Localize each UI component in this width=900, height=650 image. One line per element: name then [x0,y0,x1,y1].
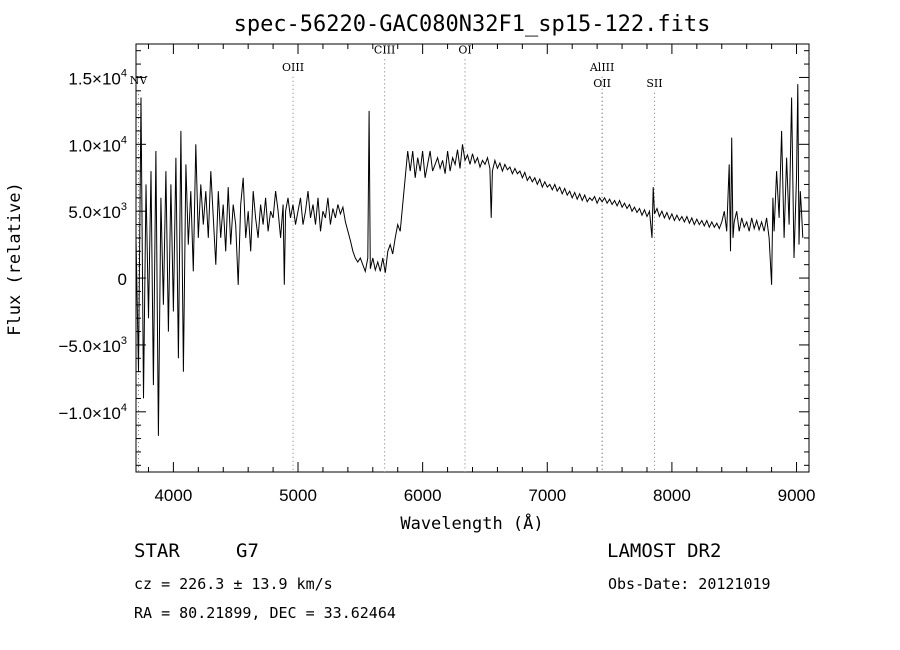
x-tick-label: 6000 [404,486,442,505]
spectral-lines: NV OIII CIII OI AlIII OII SII [130,43,663,472]
x-axis-ticks: 4000 5000 6000 7000 8000 9000 [147,44,816,505]
spectral-line-label: CIII [374,43,395,56]
observation-date: Obs-Date: 20121019 [608,575,771,593]
y-tick-label: 0 [118,270,127,289]
y-tick-label: −5.0×103 [58,335,127,356]
spectral-line-label: OII [593,77,611,90]
y-axis-label: Flux (relative) [5,182,25,336]
x-tick-label: 5000 [279,486,317,505]
y-tick-label: −1.0×104 [58,402,127,423]
x-axis-label: Wavelength (Å) [400,512,543,534]
spectrum-series [135,84,804,436]
object-subclass: G7 [236,540,259,562]
y-axis-ticks: −1.0×104 −5.0×103 0 5.0×103 1.0×104 1.5×104 [58,50,809,466]
spectral-line-label: AlIII [589,61,615,74]
spectral-line-label: OI [458,43,471,56]
survey-name: LAMOST DR2 [607,540,722,562]
y-tick-label: 1.0×104 [68,134,127,155]
x-tick-label: 4000 [154,486,192,505]
y-tick-label: 5.0×103 [68,201,127,222]
redshift-cz: cz = 226.3 ± 13.9 km/s [134,575,333,593]
object-class: STAR [134,540,180,562]
spectral-line-label: NV [130,74,149,87]
spectral-line-label: OIII [282,61,304,74]
spectrum-flux-line [135,84,804,436]
chart-title: spec-56220-GAC080N32F1_sp15-122.fits [234,12,711,37]
x-tick-label: 9000 [778,486,816,505]
ra-dec: RA = 80.21899, DEC = 33.62464 [134,604,396,622]
spectral-line-label: SII [646,77,662,90]
x-tick-label: 7000 [528,486,566,505]
x-tick-label: 8000 [653,486,691,505]
y-tick-label: 1.5×104 [68,67,127,88]
